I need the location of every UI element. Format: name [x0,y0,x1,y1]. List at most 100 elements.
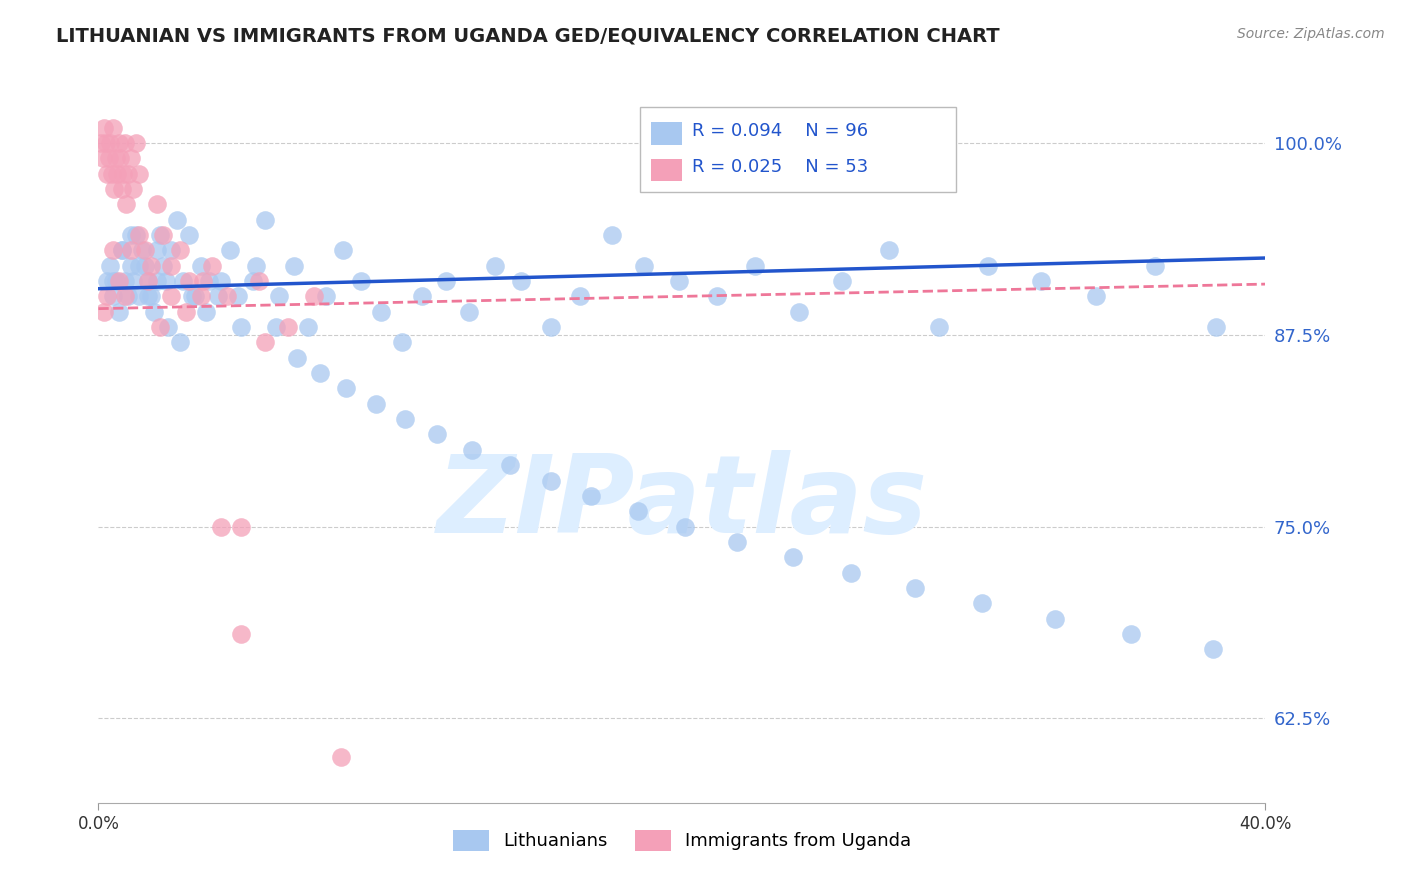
Point [904,581,927,595]
Point [157,320,180,334]
Text: Source: ZipAtlas.com: Source: ZipAtlas.com [1237,27,1385,41]
Point [183,289,205,303]
Point [928,320,950,334]
Point [105,167,128,181]
Point [128,259,150,273]
Point [172,274,194,288]
Point [209,519,232,533]
Point [782,550,804,565]
Point [93,304,115,318]
Point [283,259,305,273]
Point [149,320,172,334]
Point [108,136,131,150]
Point [169,244,191,258]
Point [125,136,148,150]
Point [269,289,291,303]
Point [117,167,139,181]
Point [120,227,142,242]
Point [253,335,276,350]
Point [111,182,134,196]
Point [744,259,766,273]
Point [877,244,900,258]
Point [160,259,183,273]
Point [600,227,623,242]
Point [335,381,357,395]
Point [1045,612,1067,626]
Point [297,320,319,334]
Point [245,259,267,273]
Point [332,244,354,258]
Point [370,304,392,318]
Point [198,274,221,288]
Point [195,304,218,318]
Point [108,304,131,318]
Text: LITHUANIAN VS IMMIGRANTS FROM UGANDA GED/EQUIVALENCY CORRELATION CHART: LITHUANIAN VS IMMIGRANTS FROM UGANDA GED… [56,27,1000,45]
Point [136,274,159,288]
Point [434,274,457,288]
Point [231,519,253,533]
Point [627,504,650,518]
Point [103,182,125,196]
Point [972,596,994,610]
Point [458,304,481,318]
Point [1143,259,1166,273]
Point [285,351,308,365]
Point [101,244,124,258]
Point [100,167,122,181]
Point [207,289,229,303]
Point [128,227,150,242]
Point [142,304,165,318]
Point [115,197,138,211]
Point [117,289,139,303]
Point [177,274,200,288]
Legend: Lithuanians, Immigrants from Uganda: Lithuanians, Immigrants from Uganda [446,822,918,858]
Text: R = 0.094    N = 96: R = 0.094 N = 96 [692,122,868,140]
Point [540,474,562,488]
Point [97,151,120,165]
Text: ZIPatlas: ZIPatlas [436,450,928,556]
Point [1085,289,1108,303]
Point [110,151,132,165]
Point [160,244,183,258]
Point [174,304,197,318]
Point [114,136,136,150]
Point [101,289,124,303]
Point [112,167,135,181]
Point [104,151,127,165]
Point [633,259,655,273]
Point [96,274,118,288]
Point [93,120,115,135]
Point [125,227,148,242]
Point [391,335,413,350]
Point [149,227,172,242]
Point [120,259,142,273]
Point [166,212,188,227]
Point [94,136,117,150]
Point [152,227,174,242]
Point [91,151,114,165]
Point [120,244,142,258]
Text: R = 0.025    N = 53: R = 0.025 N = 53 [692,158,868,176]
Point [540,320,562,334]
Point [146,274,169,288]
Point [1029,274,1052,288]
Point [831,274,853,288]
Point [839,566,862,580]
Point [177,227,200,242]
Point [136,289,159,303]
Point [190,259,212,273]
Point [461,442,484,457]
Point [426,427,449,442]
Point [581,489,603,503]
Point [242,274,264,288]
Point [128,167,150,181]
Point [725,535,748,549]
Point [568,289,591,303]
Point [120,151,142,165]
Point [1121,627,1143,641]
Point [350,274,373,288]
Point [201,259,224,273]
Point [160,289,183,303]
Point [134,244,156,258]
Point [706,289,728,303]
